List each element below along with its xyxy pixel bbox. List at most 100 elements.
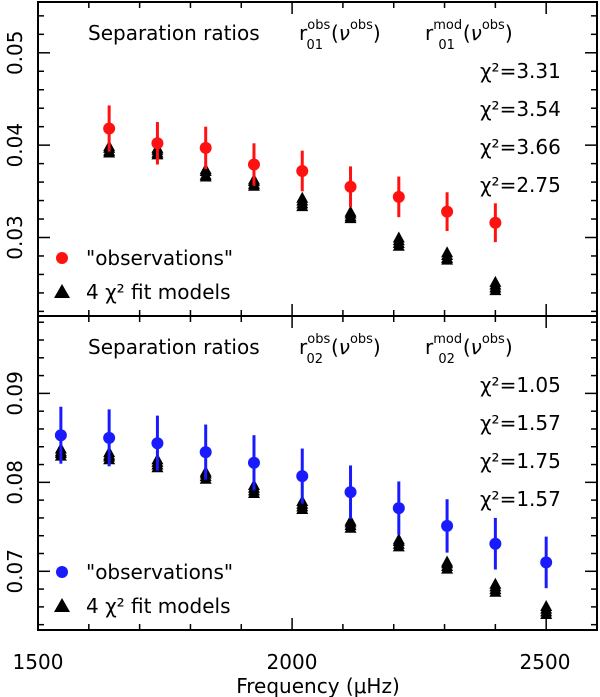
panel-1-obs-point — [441, 519, 454, 532]
panel-1-model-point — [392, 540, 405, 552]
panel-0-obs-label-paren-close: ) — [373, 21, 381, 45]
panel-1-obs-label-arg: ν — [339, 335, 350, 359]
panel-1-mod-label-sub: 02 — [438, 352, 455, 367]
panel-0-mod-label-paren-close: ) — [505, 21, 513, 45]
panel-0-model-point — [489, 284, 502, 296]
panel-1-chi2-value: χ²=1.57 — [480, 487, 561, 511]
panel-0-chi2-value: χ²=2.75 — [480, 173, 561, 197]
panel-1-legend-obs-marker — [56, 566, 68, 578]
panel-0-mod-label-sub: 01 — [438, 38, 455, 53]
panel-1-obs-point — [54, 429, 67, 442]
panel-0-mod-label-sup: mod — [433, 18, 462, 33]
panel-0-obs-label: robs 01(νobs) — [299, 18, 381, 53]
panel-0-legend-model-label: 4 χ² fit models — [86, 280, 231, 304]
panel-1-obs-label-arg-sup: obs — [350, 332, 373, 347]
panel-1-model-point — [489, 585, 502, 597]
panel-0-obs-label-sub: 01 — [307, 38, 324, 53]
panel-1-chi2-value: χ²=1.05 — [480, 373, 561, 397]
panel-1-obs-point — [103, 431, 116, 444]
panel-1-obs-label-sub: 02 — [307, 352, 324, 367]
panel-1-mod-label-arg: ν — [471, 335, 482, 359]
panel-0-obs-point — [247, 158, 260, 171]
panel-0-obs-point — [441, 205, 454, 218]
panel-0-obs-point — [489, 216, 502, 229]
panel-1-model-point — [540, 607, 553, 619]
panel-0-y-tick-label: 0.03 — [3, 215, 27, 260]
panel-0-mod-label-base: r — [425, 21, 434, 45]
panel-0-obs-label-arg-sup: obs — [350, 18, 373, 33]
panel-1-mod-label-sup: mod — [433, 332, 462, 347]
panel-r01: 0.030.040.05 Separation ratios robs 01(νobs… — [3, 1, 598, 317]
panel-1-obs-label: robs 02(νobs) — [299, 332, 381, 367]
panel-0-obs-point — [392, 190, 405, 203]
panel-0-obs-label-base: r — [299, 21, 308, 45]
panel-0-model-point — [489, 278, 502, 290]
panel-0-chi2-value: χ²=3.54 — [480, 97, 561, 121]
panel-1-frame — [37, 315, 598, 631]
panel-1-model-point — [441, 562, 454, 574]
panel-1-obs-point — [344, 486, 357, 499]
panel-1-obs-point — [540, 556, 553, 569]
panel-1-mod-label-arg-sup: obs — [482, 332, 505, 347]
panel-1-obs-point — [489, 537, 502, 550]
panel-0-model-point — [392, 239, 405, 251]
panel-0-model-point — [199, 170, 212, 182]
panel-1-legend-obs-label: "observations" — [86, 560, 233, 584]
panel-0-chi2-value: χ²=3.66 — [480, 135, 561, 159]
panel-0-legend-obs-label: "observations" — [86, 246, 233, 270]
panel-0-obs-label-paren-open: ( — [331, 21, 339, 45]
panel-0-model-point — [199, 165, 212, 177]
panel-1-title-prefix: Separation ratios — [88, 335, 260, 359]
panel-1-legend-model-label: 4 χ² fit models — [86, 594, 231, 618]
panel-1-model-point — [247, 487, 260, 499]
panel-1-obs-point — [392, 502, 405, 515]
panel-1-obs-label-base: r — [299, 335, 308, 359]
panel-1-mod-label-paren-close: ) — [505, 335, 513, 359]
x-axis: 1500 2000 2500 Frequency (μHz) — [13, 650, 571, 697]
panel-0-obs-point — [296, 165, 309, 178]
panel-1-model-point — [344, 521, 357, 533]
panel-0-obs-label-sup: obs — [307, 18, 330, 33]
x-tick-label-2: 2500 — [520, 650, 571, 674]
panel-0-mod-label: rmod 01 (νobs) — [425, 18, 513, 53]
panel-1-model-point — [296, 503, 309, 515]
x-tick-label-1: 2000 — [267, 650, 318, 674]
x-axis-title: Frequency (μHz) — [236, 674, 400, 697]
panel-1-obs-label-paren-open: ( — [331, 335, 339, 359]
panel-0-title-prefix: Separation ratios — [88, 21, 260, 45]
panel-1-y-tick-label: 0.09 — [3, 371, 27, 416]
panel-0-mod-label-arg: ν — [471, 21, 482, 45]
panel-0-model-point — [103, 146, 116, 158]
panel-0-mod-label-arg-sup: obs — [482, 18, 505, 33]
panel-0-obs-point — [199, 141, 212, 154]
x-tick-label-0: 1500 — [13, 650, 64, 674]
panel-1-chi2-value: χ²=1.75 — [480, 449, 561, 473]
panel-0-mod-label-paren-open: ( — [463, 21, 471, 45]
panel-0-y-tick-label: 0.04 — [3, 123, 27, 168]
panel-0-y-tick-label: 0.05 — [3, 31, 27, 76]
panel-0-model-point — [296, 200, 309, 212]
panel-1-mod-label-paren-open: ( — [463, 335, 471, 359]
panel-0-legend-model-marker — [54, 284, 70, 298]
panel-0-obs-point — [103, 122, 116, 135]
panel-1-chi2-value: χ²=1.57 — [480, 411, 561, 435]
panel-0-obs-point — [344, 180, 357, 193]
panel-1-y-tick-label: 0.07 — [3, 549, 27, 594]
panel-1-legend-model-marker — [54, 598, 70, 612]
panel-0-obs-point — [151, 137, 164, 150]
panel-0-legend-obs-marker — [56, 252, 68, 264]
panel-1-y-tick-label: 0.08 — [3, 460, 27, 505]
panel-1-obs-point — [151, 437, 164, 450]
panel-0-chi2-value: χ²=3.31 — [480, 59, 561, 83]
panel-1-obs-point — [199, 446, 212, 459]
panel-0-model-point — [296, 194, 309, 206]
panel-1-obs-point — [296, 470, 309, 483]
panel-0-model-point — [441, 253, 454, 265]
panel-1-obs-point — [247, 456, 260, 469]
panel-0-model-point — [344, 212, 357, 224]
panel-1-obs-label-paren-close: ) — [373, 335, 381, 359]
panel-1-obs-label-sup: obs — [307, 332, 330, 347]
panel-1-mod-label-base: r — [425, 335, 434, 359]
